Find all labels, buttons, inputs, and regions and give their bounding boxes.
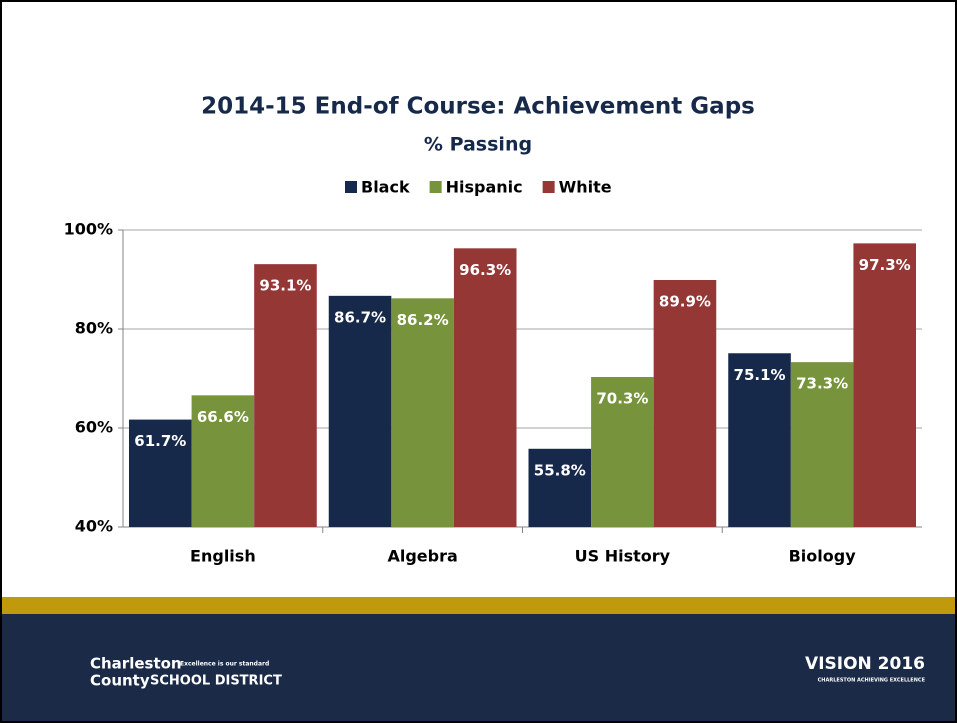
- legend-swatch: [429, 181, 442, 193]
- x-tick-label: English: [190, 547, 256, 566]
- value-label: 66.6%: [197, 408, 249, 426]
- value-label: 96.3%: [459, 261, 511, 279]
- vision-tagline: CHARLESTON ACHIEVING EXCELLENCE: [818, 678, 926, 684]
- value-label: 97.3%: [859, 256, 911, 274]
- y-tick-label: 100%: [64, 220, 113, 239]
- value-label: 93.1%: [259, 277, 311, 295]
- x-tick-label: Biology: [789, 547, 857, 566]
- value-label: 86.7%: [334, 308, 386, 326]
- legend-swatch: [345, 181, 357, 193]
- district-name: Charleston: [90, 655, 182, 673]
- bar: [328, 295, 392, 527]
- bar: [391, 298, 454, 527]
- value-label: 55.8%: [534, 461, 586, 479]
- footer-band: [2, 614, 955, 721]
- bar: [453, 248, 517, 527]
- y-tick-label: 40%: [75, 517, 113, 536]
- district-line2: County: [90, 672, 150, 690]
- bar: [528, 448, 592, 527]
- gold-stripe: [2, 597, 955, 614]
- vision: VISION 2016: [805, 654, 925, 674]
- motto: Excellence is our standard: [180, 661, 269, 668]
- bar: [728, 353, 791, 527]
- value-label: 75.1%: [734, 366, 786, 384]
- bar: [191, 395, 255, 527]
- legend-label: Black: [361, 178, 410, 197]
- bar: [790, 362, 854, 527]
- value-label: 73.3%: [796, 375, 848, 393]
- x-tick-label: Algebra: [387, 547, 457, 566]
- value-label: 89.9%: [659, 292, 711, 310]
- chart-title: 2014-15 End-of Course: Achievement Gaps: [201, 94, 755, 120]
- bar: [129, 419, 192, 527]
- legend-label: Hispanic: [446, 178, 523, 197]
- legend-swatch: [542, 181, 555, 193]
- y-tick-label: 60%: [75, 418, 113, 437]
- value-label: 86.2%: [397, 311, 449, 329]
- bar: [591, 377, 654, 527]
- bar: [254, 264, 317, 527]
- value-label: 61.7%: [134, 432, 186, 450]
- bar: [853, 243, 916, 528]
- y-tick-label: 80%: [75, 319, 113, 338]
- chart-subtitle: % Passing: [424, 134, 532, 156]
- bar: [653, 279, 717, 527]
- legend-label: White: [559, 178, 612, 197]
- value-label: 70.3%: [596, 390, 648, 408]
- x-tick-label: US History: [575, 547, 671, 566]
- district-school: SCHOOL DISTRICT: [150, 674, 282, 689]
